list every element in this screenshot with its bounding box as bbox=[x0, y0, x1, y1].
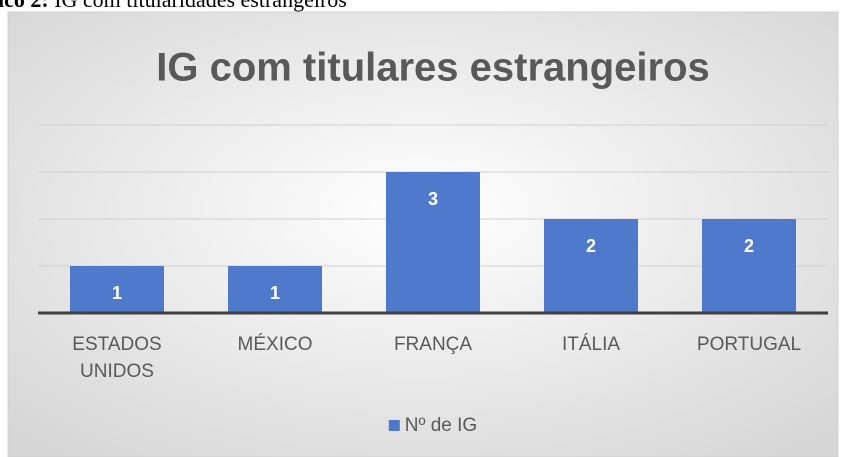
caption: ico 2: IG com titularidades estrangeiros bbox=[0, 0, 347, 12]
x-tick-label: ESTADOS UNIDOS bbox=[72, 334, 161, 382]
x-tick-label: ITÁLIA bbox=[562, 334, 620, 355]
caption-label: ico 2: bbox=[0, 0, 49, 12]
data-label: 3 bbox=[428, 189, 438, 209]
bar bbox=[70, 266, 164, 313]
x-tick-label: FRANÇA bbox=[394, 334, 472, 355]
data-label: 1 bbox=[112, 283, 122, 303]
bar bbox=[544, 219, 638, 313]
bar bbox=[228, 266, 322, 313]
chart-title: IG com titulares estrangeiros bbox=[156, 46, 710, 90]
x-tick-label: PORTUGAL bbox=[697, 334, 801, 355]
data-label: 1 bbox=[270, 283, 280, 303]
x-tick-label: MÉXICO bbox=[238, 334, 313, 355]
legend-label: Nº de IG bbox=[405, 415, 477, 436]
bar bbox=[386, 172, 480, 313]
data-label: 2 bbox=[586, 236, 596, 256]
bar bbox=[702, 219, 796, 313]
x-tick-label-line: UNIDOS bbox=[80, 361, 154, 382]
x-tick-label-line: ESTADOS bbox=[72, 334, 161, 355]
data-label: 2 bbox=[744, 236, 754, 256]
legend-swatch bbox=[388, 420, 400, 431]
caption-text: IG com titularidades estrangeiros bbox=[49, 0, 347, 12]
